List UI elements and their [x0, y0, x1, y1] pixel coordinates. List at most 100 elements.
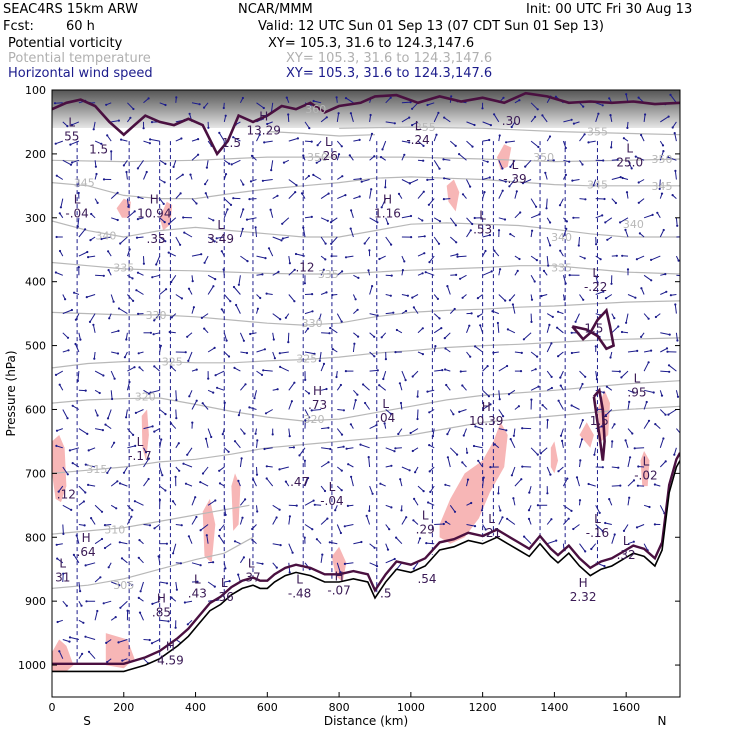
wind-vector-head [103, 546, 107, 550]
wind-vector [95, 274, 104, 277]
wind-vector-head [315, 538, 318, 541]
wind-vector-head [637, 465, 640, 468]
wind-vector [466, 479, 469, 487]
wind-vector [94, 576, 101, 583]
wind-vector-head [55, 543, 58, 546]
wind-vector [498, 517, 503, 525]
wind-vector-head [53, 102, 57, 105]
wind-vector [619, 217, 629, 223]
theta-contour-340 [52, 220, 680, 238]
wind-vector-head [344, 194, 347, 197]
wind-vector-head [473, 123, 476, 127]
wind-vector-head [354, 298, 357, 301]
wind-vector-head [572, 122, 576, 125]
wind-vector-head [340, 469, 343, 472]
wind-vector-head [312, 173, 315, 176]
wind-vector-head [484, 249, 487, 253]
wind-vector [337, 194, 346, 200]
wind-vector-head [624, 228, 627, 231]
wind-vector-head [421, 219, 424, 222]
wind-vector [175, 236, 181, 246]
wind-vector-head [276, 194, 279, 197]
wind-vector-head [237, 479, 240, 482]
wind-vector [675, 332, 678, 341]
wind-vector [127, 211, 136, 219]
wind-vector [90, 517, 96, 525]
wind-vector-head [248, 406, 251, 409]
wind-vector-head [312, 99, 315, 103]
pv-value-label: .12 [295, 261, 314, 275]
wind-vector-head [443, 116, 446, 119]
wind-vector-head [423, 252, 426, 255]
wind-vector [207, 428, 212, 438]
wind-vector-head [549, 473, 552, 476]
wind-vector [336, 140, 343, 147]
wind-vector-head [144, 451, 148, 454]
wind-vector [369, 485, 374, 494]
wind-vector [191, 253, 202, 257]
wind-vector-head [476, 297, 479, 300]
wind-vector-head [469, 355, 472, 358]
wind-vector-head [255, 473, 259, 476]
wind-vector-head [253, 397, 256, 400]
wind-vector [572, 179, 580, 182]
wind-vector [56, 175, 64, 180]
wind-vector [288, 401, 293, 410]
wind-vector [288, 269, 296, 276]
wind-vector-head [440, 327, 443, 330]
wind-vector [428, 198, 435, 206]
wind-vector [270, 160, 274, 171]
wind-vector-head [555, 539, 558, 542]
wind-vector-head [684, 275, 686, 277]
wind-vector [71, 159, 80, 163]
wind-vector-head [237, 283, 240, 286]
wind-vector [523, 332, 532, 340]
wind-vector-head [145, 170, 148, 174]
wind-vector-head [531, 229, 534, 232]
wind-vector [401, 140, 410, 143]
wind-vector [546, 256, 549, 266]
wind-vector-head [204, 192, 207, 195]
wind-vector-head [662, 228, 665, 232]
wind-vector-head [328, 541, 331, 544]
wind-vector-head [409, 214, 413, 218]
wind-vector [466, 179, 471, 187]
wind-vector-head [645, 400, 648, 404]
wind-vector-head [241, 516, 244, 519]
wind-vector [643, 313, 649, 320]
wind-vector [466, 325, 470, 333]
wind-vector [175, 390, 177, 401]
wind-vector-head [628, 496, 631, 499]
wind-vector-head [461, 384, 464, 387]
wind-vector [576, 477, 580, 487]
wind-vector [126, 171, 128, 180]
wind-vector-head [178, 469, 181, 472]
wind-vector-head [461, 296, 464, 299]
wind-vector [411, 121, 419, 126]
wind-vector-head [356, 308, 359, 311]
pv-value-label: .32 [617, 548, 636, 562]
wind-vector [482, 403, 491, 410]
wind-vector [378, 384, 387, 391]
wind-vector-head [285, 96, 288, 99]
wind-vector-head [665, 290, 668, 293]
wind-vector-head [671, 126, 674, 129]
wind-vector [611, 326, 619, 334]
wind-vector-head [435, 133, 438, 136]
pv-shaded-region-0 [116, 198, 131, 218]
valid-time: Valid: 12 UTC Sun 01 Sep 13 (07 CDT Sun … [258, 19, 604, 34]
wind-vector-head [151, 276, 154, 279]
wind-vector [240, 499, 246, 506]
wind-vector-head [118, 541, 121, 544]
wind-vector [93, 351, 96, 359]
wind-vector-head [673, 453, 676, 456]
wind-vector-head [187, 359, 190, 362]
wind-vector-head [278, 352, 281, 355]
wind-vector-head [668, 333, 671, 336]
wind-vector-head [488, 234, 491, 237]
x-tick-label-600: 600 [257, 701, 278, 714]
wind-vector [369, 285, 373, 295]
wind-vector-head [149, 331, 152, 334]
wind-vector [559, 370, 564, 378]
wind-vector-head [469, 229, 472, 232]
